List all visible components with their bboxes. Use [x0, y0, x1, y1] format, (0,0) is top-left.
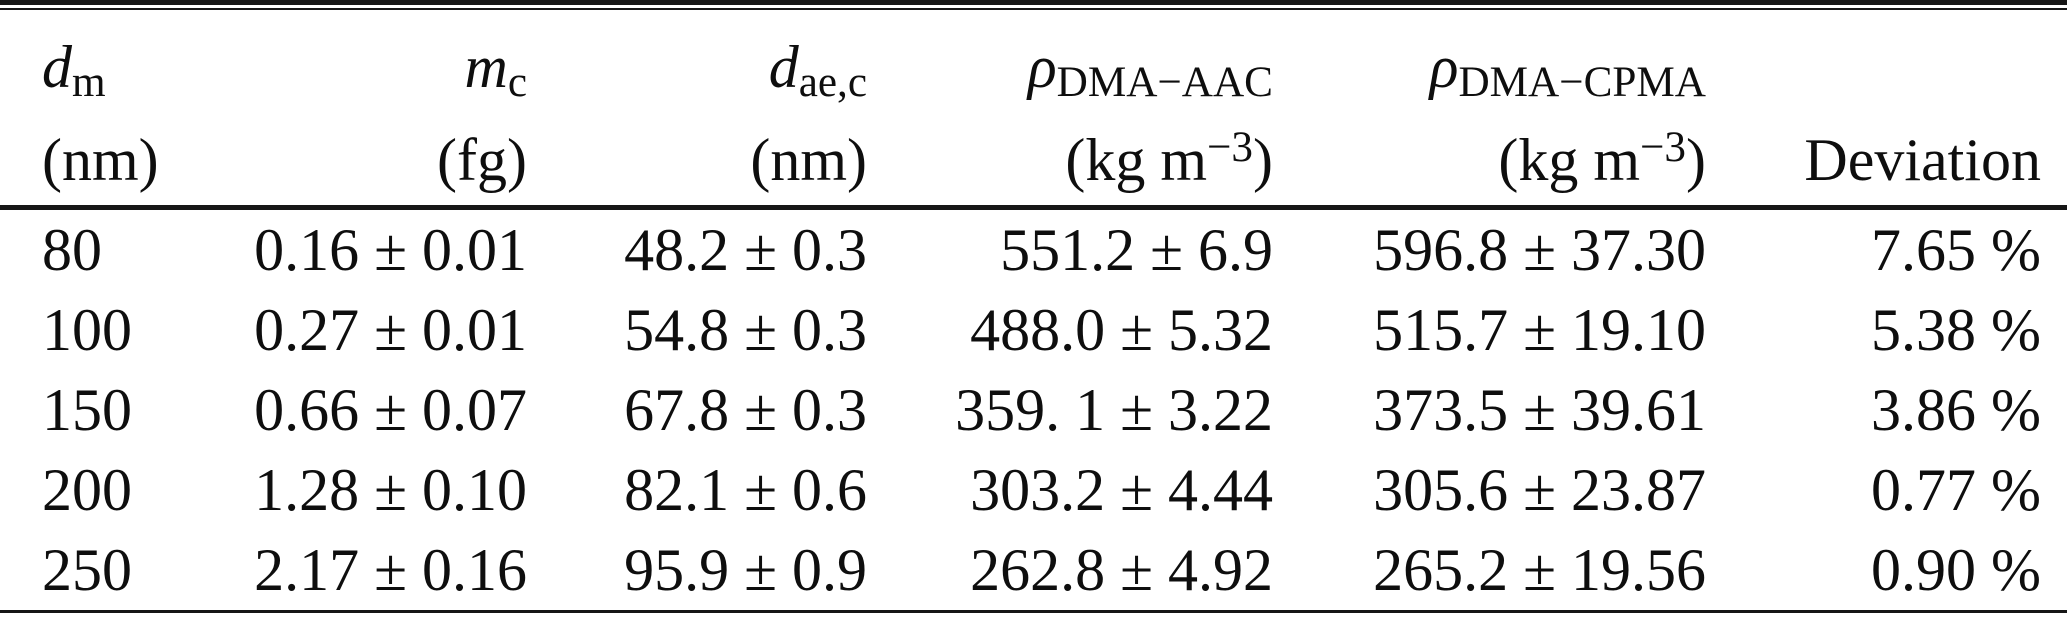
- cell-daec: 82.1 ± 0.6: [624, 456, 867, 523]
- unit-main: (kg m: [1065, 127, 1208, 193]
- unit-main: (kg m: [1498, 127, 1641, 193]
- rho-dma-cpma-symbol: ρ: [1429, 34, 1459, 100]
- col-header-mc: mc: [190, 10, 527, 104]
- cell-dm: 80: [42, 216, 102, 283]
- cell-daec: 54.8 ± 0.3: [624, 296, 867, 363]
- dm-symbol: d: [42, 34, 72, 100]
- daec-symbol: d: [768, 34, 799, 100]
- cell-mc: 1.28 ± 0.10: [254, 456, 527, 523]
- cell-dm: 250: [42, 536, 132, 603]
- col-header-rho-dma-aac: ρDMA−AAC: [867, 10, 1273, 104]
- table-row: 100 0.27 ± 0.01 54.8 ± 0.3 488.0 ± 5.32 …: [0, 290, 2067, 370]
- col-header-rho-dma-cpma: ρDMA−CPMA: [1273, 10, 1706, 104]
- cell-mc: 2.17 ± 0.16: [254, 536, 527, 603]
- cell-mc: 0.66 ± 0.07: [254, 376, 527, 443]
- cell-rho-dma-cpma: 305.6 ± 23.87: [1373, 456, 1706, 523]
- cell-deviation: 5.38 %: [1871, 296, 2041, 363]
- table-body: 80 0.16 ± 0.01 48.2 ± 0.3 551.2 ± 6.9 59…: [0, 208, 2067, 611]
- cell-deviation: 0.90 %: [1871, 536, 2041, 603]
- header-symbol-row: dm mc dae,c ρDMA−AAC ρDMA−CPMA: [0, 10, 2067, 104]
- unit-close: ): [1253, 127, 1273, 193]
- deviation-label: Deviation: [1706, 104, 2067, 210]
- cell-rho-dma-aac: 488.0 ± 5.32: [970, 296, 1273, 363]
- daec-unit: (nm): [527, 104, 867, 210]
- col-header-deviation-spacer: [1706, 10, 2067, 104]
- cell-deviation: 3.86 %: [1871, 376, 2041, 443]
- cell-daec: 67.8 ± 0.3: [624, 376, 867, 443]
- mc-subscript: c: [507, 58, 527, 106]
- table-row: 150 0.66 ± 0.07 67.8 ± 0.3 359. 1 ± 3.22…: [0, 370, 2067, 450]
- cell-dm: 100: [42, 296, 132, 363]
- table-row: 250 2.17 ± 0.16 95.9 ± 0.9 262.8 ± 4.92 …: [0, 530, 2067, 610]
- rho-dma-aac-symbol: ρ: [1027, 34, 1057, 100]
- cell-daec: 95.9 ± 0.9: [624, 536, 867, 603]
- cell-daec: 48.2 ± 0.3: [624, 216, 867, 283]
- rho-dma-cpma-unit: (kg m−3): [1273, 104, 1706, 210]
- cell-rho-dma-cpma: 515.7 ± 19.10: [1373, 296, 1706, 363]
- col-header-daec: dae,c: [527, 10, 867, 104]
- unit-close: ): [1686, 127, 1706, 193]
- rho-dma-aac-unit: (kg m−3): [867, 104, 1273, 210]
- cell-rho-dma-aac: 551.2 ± 6.9: [1000, 216, 1273, 283]
- cell-dm: 150: [42, 376, 132, 443]
- mc-symbol: m: [464, 34, 508, 100]
- cell-rho-dma-cpma: 373.5 ± 39.61: [1373, 376, 1706, 443]
- cell-mc: 0.16 ± 0.01: [254, 216, 527, 283]
- effective-density-table: dm mc dae,c ρDMA−AAC ρDMA−CPMA (nm) (fg)…: [0, 10, 2067, 610]
- dm-unit: (nm): [0, 104, 190, 210]
- cell-rho-dma-cpma: 265.2 ± 19.56: [1373, 536, 1706, 603]
- table-row: 80 0.16 ± 0.01 48.2 ± 0.3 551.2 ± 6.9 59…: [0, 208, 2067, 291]
- rho-dma-cpma-subscript: DMA−CPMA: [1458, 58, 1706, 106]
- dm-subscript: m: [72, 58, 106, 106]
- table-row: 200 1.28 ± 0.10 82.1 ± 0.6 303.2 ± 4.44 …: [0, 450, 2067, 530]
- cell-deviation: 0.77 %: [1871, 456, 2041, 523]
- table-header: dm mc dae,c ρDMA−AAC ρDMA−CPMA (nm) (fg)…: [0, 10, 2067, 210]
- cell-rho-dma-aac: 303.2 ± 4.44: [970, 456, 1273, 523]
- rho-dma-aac-subscript: DMA−AAC: [1056, 58, 1273, 106]
- top-rule-thick: [0, 0, 2067, 5]
- mc-unit: (fg): [190, 104, 527, 210]
- unit-exponent: −3: [1640, 123, 1687, 171]
- col-header-dm: dm: [0, 10, 190, 104]
- top-rule-thin: [0, 8, 2067, 10]
- unit-exponent: −3: [1207, 123, 1254, 171]
- header-unit-row: (nm) (fg) (nm) (kg m−3) (kg m−3) Deviati…: [0, 104, 2067, 210]
- daec-subscript: ae,c: [798, 58, 867, 106]
- cell-mc: 0.27 ± 0.01: [254, 296, 527, 363]
- bottom-rule-thin: [0, 610, 2067, 613]
- cell-rho-dma-aac: 359. 1 ± 3.22: [955, 376, 1273, 443]
- cell-rho-dma-cpma: 596.8 ± 37.30: [1373, 216, 1706, 283]
- cell-dm: 200: [42, 456, 132, 523]
- cell-rho-dma-aac: 262.8 ± 4.92: [970, 536, 1273, 603]
- cell-deviation: 7.65 %: [1871, 216, 2041, 283]
